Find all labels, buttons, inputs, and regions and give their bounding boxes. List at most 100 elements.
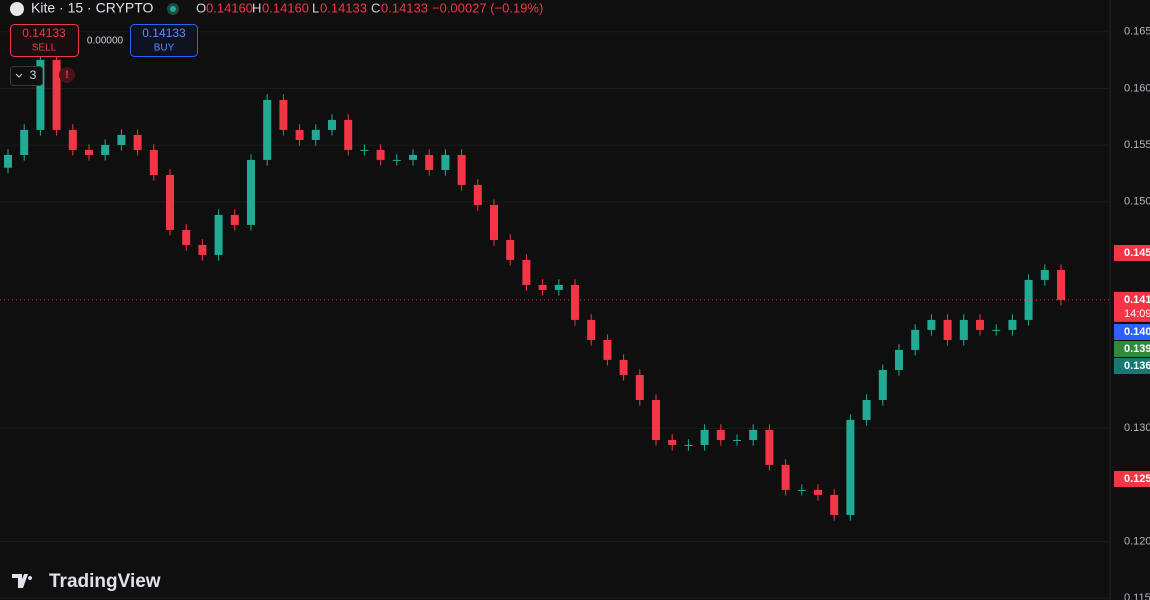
market-status-dot bbox=[170, 6, 176, 12]
candle-body bbox=[425, 154, 434, 170]
y-tick-label: 0.115 bbox=[1124, 592, 1150, 600]
candle-body bbox=[36, 59, 45, 130]
last-price-bg bbox=[1114, 291, 1150, 322]
candle-body bbox=[619, 359, 628, 375]
candle-body bbox=[765, 429, 774, 465]
candle-body bbox=[279, 100, 288, 130]
candle-body bbox=[684, 444, 693, 446]
candle-body bbox=[506, 239, 515, 260]
candle-body bbox=[668, 439, 677, 445]
symbol-logo[interactable] bbox=[10, 2, 24, 16]
h-value: 0.14160 bbox=[262, 0, 309, 15]
brand-logo[interactable] bbox=[12, 574, 33, 588]
candle-body bbox=[911, 329, 920, 350]
price-label-bg bbox=[1114, 324, 1150, 340]
candle-body bbox=[927, 319, 936, 330]
y-tick-label: 0.150 bbox=[1124, 196, 1150, 208]
candle-body bbox=[117, 134, 126, 145]
candle-body bbox=[959, 319, 968, 340]
price-label: 0.13912 bbox=[1124, 343, 1150, 355]
sell-button[interactable] bbox=[10, 24, 79, 57]
candle-body bbox=[943, 319, 952, 340]
sell-label: SELL bbox=[32, 43, 57, 54]
alert-icon[interactable] bbox=[59, 67, 75, 83]
change: −0.00027 (−0.19%) bbox=[432, 0, 543, 15]
c-label: C bbox=[371, 0, 380, 15]
y-tick-label: 0.130 bbox=[1124, 422, 1150, 434]
symbol[interactable]: Kite · 15 · CRYPTO bbox=[31, 0, 154, 16]
countdown: 14:09 bbox=[1124, 308, 1150, 320]
candle-body bbox=[85, 149, 93, 155]
candle-body bbox=[344, 119, 353, 150]
price-label-bg bbox=[1114, 341, 1150, 357]
chevron-icon bbox=[15, 73, 23, 78]
candle-body bbox=[716, 429, 725, 440]
o-value: 0.14160 bbox=[206, 0, 253, 15]
candle-body bbox=[4, 154, 12, 168]
candle-body bbox=[749, 429, 758, 440]
candle-body bbox=[1008, 319, 1017, 330]
candle-body bbox=[571, 284, 579, 320]
price-label: 0.14547 bbox=[1124, 247, 1150, 259]
candle-body bbox=[52, 59, 61, 130]
candle-body bbox=[652, 400, 660, 440]
brand[interactable]: TradingView bbox=[49, 571, 161, 592]
l-label: L bbox=[312, 0, 319, 15]
candle-body bbox=[441, 154, 450, 170]
candle-body bbox=[166, 174, 174, 230]
candle-body bbox=[976, 319, 984, 330]
candle-body bbox=[392, 159, 401, 161]
candle-body bbox=[101, 144, 110, 155]
candle-body bbox=[20, 129, 29, 155]
candle-body bbox=[554, 284, 563, 290]
candle-body bbox=[992, 329, 1001, 331]
price-axis: 0.165 0.160 0.155 0.150 0.130 0.120 0.115 0.145… bbox=[1114, 26, 1150, 600]
candle-body bbox=[587, 319, 596, 340]
candle-body bbox=[878, 369, 887, 400]
y-tick-label: 0.120 bbox=[1124, 535, 1150, 547]
candle-body bbox=[328, 119, 336, 130]
y-tick-label: 0.165 bbox=[1124, 26, 1150, 38]
indicator-count: 3 bbox=[30, 68, 37, 82]
buy-button[interactable] bbox=[130, 24, 198, 57]
price-label-bg bbox=[1114, 358, 1150, 374]
candle-body bbox=[133, 134, 142, 150]
o-label: O bbox=[196, 0, 206, 15]
candle-body bbox=[700, 429, 709, 445]
candle-body bbox=[490, 204, 498, 240]
candle-body bbox=[1040, 269, 1049, 280]
candle-body bbox=[635, 374, 644, 400]
candle-body bbox=[214, 214, 223, 255]
sell-price: 0.14133 bbox=[22, 26, 66, 40]
c-value: 0.14133 bbox=[381, 0, 428, 15]
alert-mark: ! bbox=[65, 69, 69, 81]
candle-body bbox=[895, 349, 903, 370]
candle-body bbox=[862, 400, 871, 420]
candle-body bbox=[1057, 269, 1065, 300]
price-label: 0.14012 bbox=[1124, 326, 1150, 338]
h-label: H bbox=[252, 0, 261, 15]
candle-body bbox=[182, 229, 191, 245]
candle-body bbox=[311, 129, 320, 140]
y-tick-label: 0.160 bbox=[1124, 82, 1150, 94]
l-value: 0.14133 bbox=[320, 0, 367, 15]
price-label: 0.13612 bbox=[1124, 360, 1150, 372]
candle-body bbox=[247, 159, 255, 225]
candle-body bbox=[360, 149, 369, 151]
candle-body bbox=[409, 154, 417, 160]
candle-body bbox=[149, 149, 158, 175]
price-label-bg bbox=[1114, 471, 1150, 487]
candle-body bbox=[830, 494, 839, 515]
candle-body bbox=[198, 244, 207, 255]
candle-body bbox=[473, 184, 482, 205]
indicators-toggle[interactable] bbox=[10, 66, 43, 86]
candle-body bbox=[457, 154, 466, 185]
candle-body bbox=[814, 489, 822, 495]
spread: 0.00000 bbox=[87, 36, 124, 47]
candle-body bbox=[68, 129, 77, 150]
buy-price: 0.14133 bbox=[142, 26, 186, 40]
candle-body bbox=[376, 149, 385, 160]
candle-body bbox=[230, 214, 239, 225]
y-tick-label: 0.155 bbox=[1124, 139, 1150, 151]
